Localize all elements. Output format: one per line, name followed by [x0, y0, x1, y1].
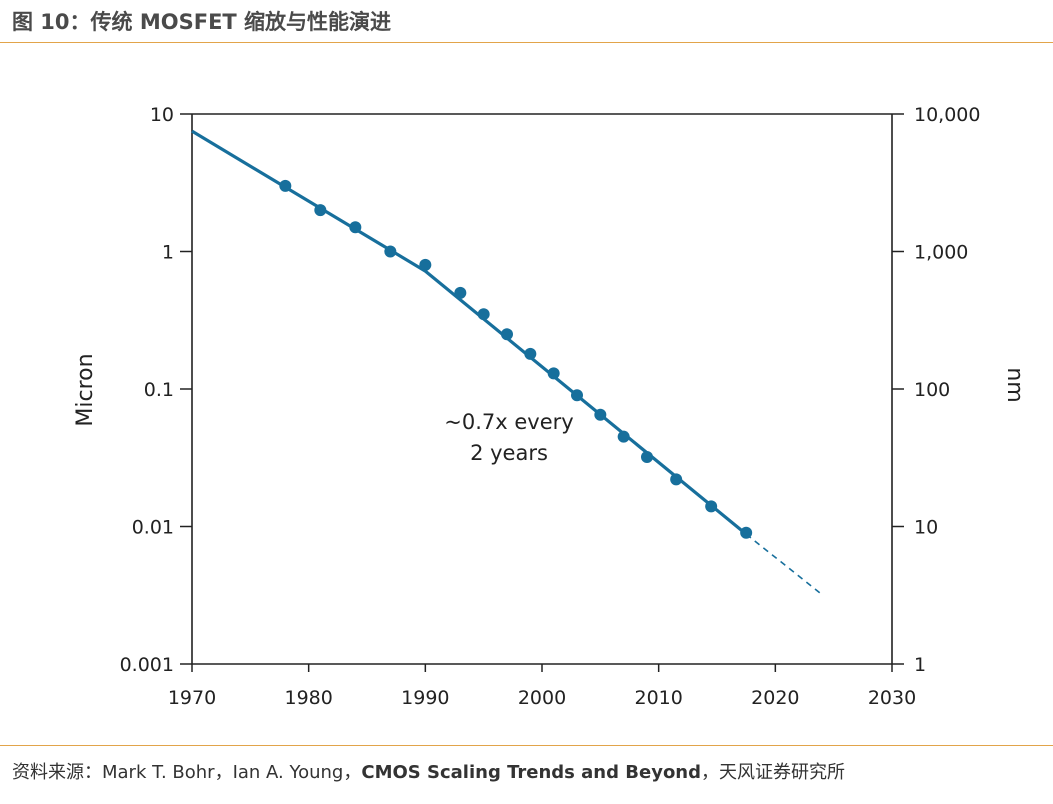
y-tick-label-right: 10 — [914, 517, 938, 539]
plot-frame — [191, 113, 893, 665]
data-point — [524, 347, 537, 360]
y-tick-labels-right: 10,000 1,000 100 10 1 — [914, 104, 980, 676]
data-point — [594, 408, 607, 421]
source-title: CMOS Scaling Trends and Beyond — [361, 762, 702, 783]
figure-title: 图 10：传统 MOSFET 缩放与性能演进 — [12, 10, 392, 34]
data-point — [641, 451, 653, 464]
x-tick-label: 1980 — [284, 687, 332, 709]
scaling-chart: 1970 1980 1990 2000 2010 2020 2030 10 1 0.1 0.01 0… — [73, 104, 1027, 709]
header-divider — [0, 42, 1053, 43]
x-tick-label: 2030 — [868, 687, 916, 709]
y-tick-label-left: 10 — [150, 104, 174, 126]
y-tick-label-left: 1 — [162, 242, 174, 264]
data-point — [279, 179, 292, 192]
footer-divider — [0, 745, 1053, 746]
y-tick-labels-left: 10 1 0.1 0.01 0.001 — [120, 104, 174, 676]
x-tick-label: 2010 — [634, 687, 682, 709]
x-tick-label: 1990 — [401, 687, 449, 709]
y-tick-label-left: 0.01 — [132, 517, 174, 539]
y-tick-label-left: 0.1 — [144, 379, 174, 401]
data-points — [279, 179, 753, 539]
y-tick-label-right: 1,000 — [914, 242, 968, 264]
data-point — [547, 367, 560, 380]
y-tick-label-right: 10,000 — [914, 104, 980, 126]
data-point — [314, 204, 327, 217]
data-point — [571, 389, 583, 402]
y-tick-label-left: 0.001 — [120, 654, 174, 676]
trend-line-projection — [745, 533, 823, 596]
annotation-line-2: 2 years — [470, 441, 548, 465]
source-prefix: 资料来源：Mark T. Bohr，Ian A. Young， — [12, 762, 362, 783]
data-point — [419, 258, 432, 271]
x-tick-label: 2000 — [518, 687, 566, 709]
data-point — [384, 245, 397, 258]
trend-lines — [191, 129, 823, 596]
annotation-line-1: ~0.7x every — [444, 410, 573, 434]
trend-line-solid — [191, 129, 748, 536]
x-tick-labels: 1970 1980 1990 2000 2010 2020 2030 — [168, 687, 916, 709]
y-tick-label-right: 1 — [914, 654, 926, 676]
y-tick-label-right: 100 — [914, 379, 950, 401]
axis-ticks — [180, 113, 904, 672]
x-tick-label: 1970 — [168, 687, 216, 709]
y-axis-title-right: nm — [1002, 367, 1027, 402]
data-point — [477, 308, 490, 321]
x-tick-label: 2020 — [751, 687, 799, 709]
data-point — [454, 286, 467, 299]
data-point — [705, 500, 718, 513]
source-note: 资料来源：Mark T. Bohr，Ian A. Young，CMOS Scal… — [12, 758, 845, 784]
data-point — [670, 473, 683, 486]
data-point — [349, 221, 362, 234]
source-suffix: ，天风证券研究所 — [701, 762, 846, 783]
data-point — [617, 430, 630, 443]
data-point — [740, 526, 753, 539]
data-point — [501, 328, 513, 341]
y-axis-title-left: Micron — [73, 353, 98, 426]
